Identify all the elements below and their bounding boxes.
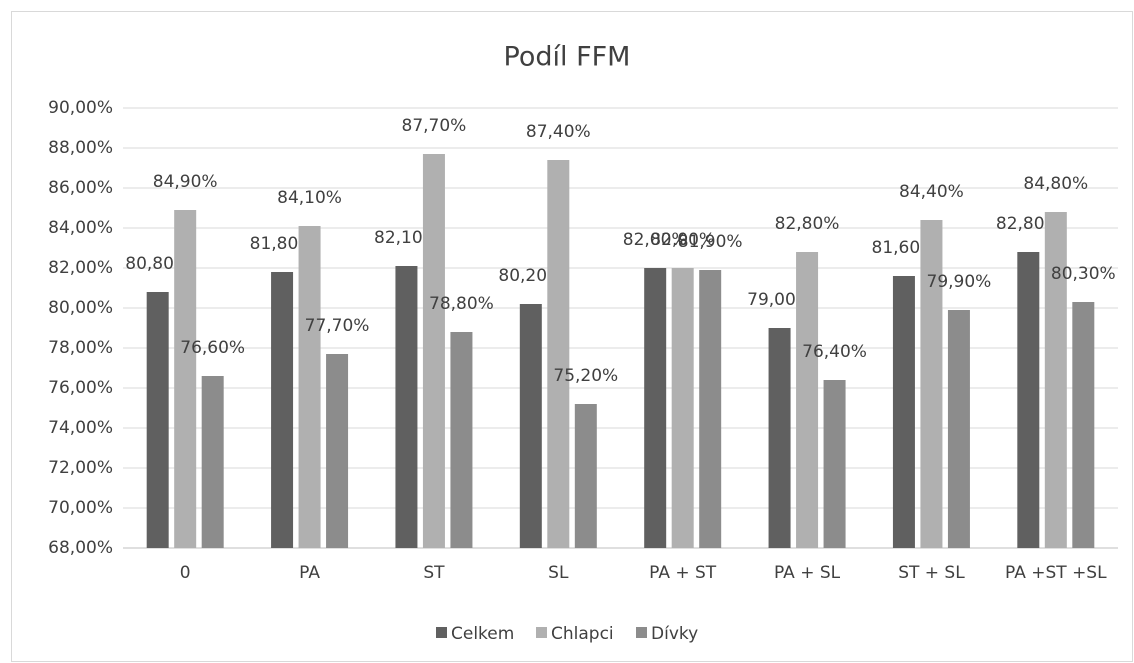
bar (422, 154, 445, 548)
value-label: 76,60% (180, 338, 245, 358)
value-label: 81,60% (872, 238, 937, 258)
value-label: 75,20% (553, 366, 618, 386)
value-label: 80,80% (125, 254, 190, 274)
chart-border (11, 11, 1133, 662)
bar (574, 404, 597, 548)
bar (146, 292, 169, 548)
chart-title: Podíl FFM (504, 42, 631, 73)
bar (768, 328, 791, 548)
bar (947, 310, 970, 548)
value-label: 81,90% (678, 232, 743, 252)
bar (1072, 302, 1095, 548)
value-label: 84,40% (899, 182, 964, 202)
y-tick-label: 70,00% (48, 498, 113, 518)
x-tick-label: PA +ST +SL (1005, 563, 1107, 583)
y-tick-label: 78,00% (48, 338, 113, 358)
bar (519, 304, 542, 548)
bar (174, 210, 197, 548)
bar (671, 268, 694, 548)
legend-swatch (436, 627, 447, 638)
value-label: 80,30% (1051, 264, 1116, 284)
value-label: 81,80% (250, 234, 315, 254)
x-tick-label: 0 (180, 563, 191, 583)
value-label: 87,40% (526, 122, 591, 142)
legend-label: Dívky (651, 624, 698, 644)
y-tick-label: 82,00% (48, 258, 113, 278)
y-tick-label: 84,00% (48, 218, 113, 238)
value-label: 76,40% (802, 342, 867, 362)
y-tick-label: 86,00% (48, 178, 113, 198)
bar (644, 268, 667, 548)
bar (201, 376, 224, 548)
y-tick-label: 68,00% (48, 538, 113, 558)
x-tick-label: PA (299, 563, 320, 583)
value-label: 79,00% (747, 290, 812, 310)
value-label: 84,80% (1023, 174, 1088, 194)
bar (298, 226, 321, 548)
bar (1044, 212, 1067, 548)
x-tick-label: ST (423, 563, 445, 583)
bar (699, 270, 722, 548)
x-tick-label: PA + SL (774, 563, 841, 583)
x-tick-label: SL (548, 563, 569, 583)
legend-label: Celkem (451, 624, 514, 644)
value-label: 87,70% (402, 116, 467, 136)
x-tick-label: ST + SL (898, 563, 965, 583)
legend-swatch (636, 627, 647, 638)
bar (450, 332, 473, 548)
bar (271, 272, 294, 548)
y-tick-label: 76,00% (48, 378, 113, 398)
bar (796, 252, 819, 548)
value-label: 79,90% (927, 272, 992, 292)
legend-label: Chlapci (551, 624, 614, 644)
legend-swatch (536, 627, 547, 638)
bar (920, 220, 943, 548)
value-label: 84,10% (277, 188, 342, 208)
y-tick-label: 90,00% (48, 98, 113, 118)
y-tick-label: 80,00% (48, 298, 113, 318)
value-label: 77,70% (305, 316, 370, 336)
y-tick-label: 74,00% (48, 418, 113, 438)
bar (326, 354, 349, 548)
value-label: 82,00% (650, 230, 715, 250)
y-tick-label: 88,00% (48, 138, 113, 158)
x-tick-label: PA + ST (649, 563, 717, 583)
bar (1017, 252, 1040, 548)
value-label: 82,00% (623, 230, 688, 250)
bar (395, 266, 418, 548)
bar (892, 276, 915, 548)
value-label: 82,80% (775, 214, 840, 234)
value-label: 78,80% (429, 294, 494, 314)
bar (547, 160, 570, 548)
value-label: 80,20% (498, 266, 563, 286)
value-label: 82,10% (374, 228, 439, 248)
y-tick-label: 72,00% (48, 458, 113, 478)
value-label: 84,90% (153, 172, 218, 192)
value-label: 82,80% (996, 214, 1061, 234)
bar (823, 380, 846, 548)
